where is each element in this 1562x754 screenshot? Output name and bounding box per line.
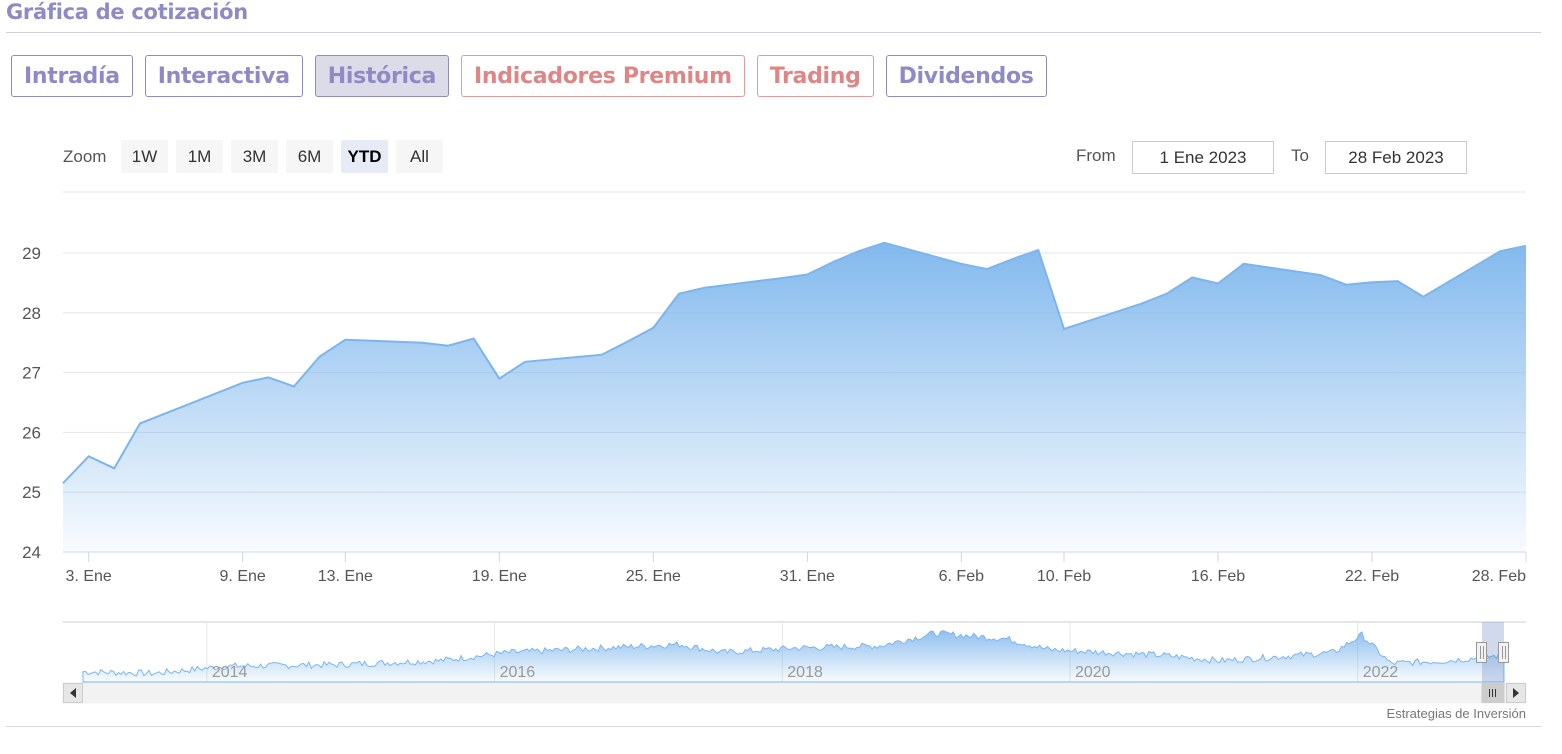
navigator-left-handle[interactable]	[1476, 642, 1487, 663]
zoom-1m-button[interactable]: 1M	[176, 140, 223, 173]
tab-indicadores-premium[interactable]: Indicadores Premium	[461, 55, 745, 97]
tab-dividendos[interactable]: Dividendos	[885, 55, 1047, 97]
scrollbar-left-arrow[interactable]	[63, 683, 83, 703]
chart-credit[interactable]: Estrategias de Inversión	[1386, 706, 1526, 721]
scrollbar-track[interactable]	[62, 682, 1527, 704]
tab-historica[interactable]: Histórica	[314, 55, 450, 97]
price-line	[62, 241, 1527, 484]
zoom-all-button[interactable]: All	[396, 140, 443, 173]
y-tick-label: 28	[22, 304, 41, 323]
y-tick-label: 29	[22, 244, 41, 263]
navigator-year-label: 2020	[1075, 664, 1111, 681]
navigator-year-labels: 2014 2016 2018 2020 2022	[212, 664, 1399, 681]
to-label: To	[1291, 146, 1309, 165]
zoom-buttons: 1W 1M 3M 6M YTD All	[121, 140, 443, 173]
zoom-label: Zoom	[63, 147, 107, 166]
x-tick-label: 6. Feb	[939, 568, 984, 585]
x-tick-label: 10. Feb	[1037, 568, 1091, 585]
zoom-3m-button[interactable]: 3M	[231, 140, 278, 173]
navigator-year-label: 2016	[500, 664, 536, 681]
from-date-input[interactable]: 1 Ene 2023	[1132, 141, 1274, 174]
navigator: 2014 2016 2018 2020 2022	[62, 621, 1527, 704]
x-tick-label: 19. Ene	[472, 568, 527, 585]
scrollbar-right-arrow[interactable]	[1506, 683, 1526, 703]
bottom-divider	[6, 726, 1541, 727]
x-tick-label: 16. Feb	[1191, 568, 1245, 585]
x-tick-label: 13. Ene	[318, 568, 373, 585]
x-tick-label: 3. Ene	[66, 568, 112, 585]
navigator-series	[82, 630, 1505, 683]
x-axis-ticks	[88, 552, 1527, 562]
title-divider	[6, 32, 1541, 33]
navigator-right-handle[interactable]	[1498, 642, 1509, 663]
navigator-year-label: 2014	[212, 664, 248, 681]
to-date-input[interactable]: 28 Feb 2023	[1325, 141, 1467, 174]
x-tick-label: 28. Feb	[1472, 568, 1526, 585]
y-grid	[63, 252, 1526, 493]
price-area	[63, 242, 1526, 553]
x-tick-label: 31. Ene	[780, 568, 835, 585]
tab-interactiva[interactable]: Interactiva	[144, 55, 303, 97]
navigator-grid	[206, 622, 1359, 683]
y-tick-label: 24	[22, 543, 41, 562]
tab-trading[interactable]: Trading	[756, 55, 874, 97]
x-axis-labels: 3. Ene 9. Ene 13. Ene 19. Ene 25. Ene 31. Ene…	[66, 568, 1527, 585]
tab-intradia[interactable]: Intradía	[11, 55, 133, 97]
zoom-ytd-button[interactable]: YTD	[341, 140, 388, 173]
navigator-year-label: 2022	[1363, 664, 1399, 681]
x-tick-label: 22. Feb	[1345, 568, 1399, 585]
zoom-6m-button[interactable]: 6M	[286, 140, 333, 173]
from-label: From	[1076, 146, 1116, 165]
y-tick-label: 26	[22, 423, 41, 442]
navigator-year-label: 2018	[787, 664, 823, 681]
x-tick-label: 9. Ene	[220, 568, 266, 585]
page-title: Gráfica de cotización	[6, 0, 248, 24]
scrollbar-thumb[interactable]	[1481, 683, 1505, 703]
y-axis-labels: 24 25 26 27 28 29	[22, 244, 41, 562]
y-tick-label: 27	[22, 364, 41, 383]
zoom-1w-button[interactable]: 1W	[121, 140, 168, 173]
chart-tabs: Intradía Interactiva Histórica Indicador…	[11, 55, 1047, 97]
x-tick-label: 25. Ene	[626, 568, 681, 585]
navigator-selected-range[interactable]	[1482, 622, 1504, 683]
y-tick-label: 25	[22, 483, 41, 502]
